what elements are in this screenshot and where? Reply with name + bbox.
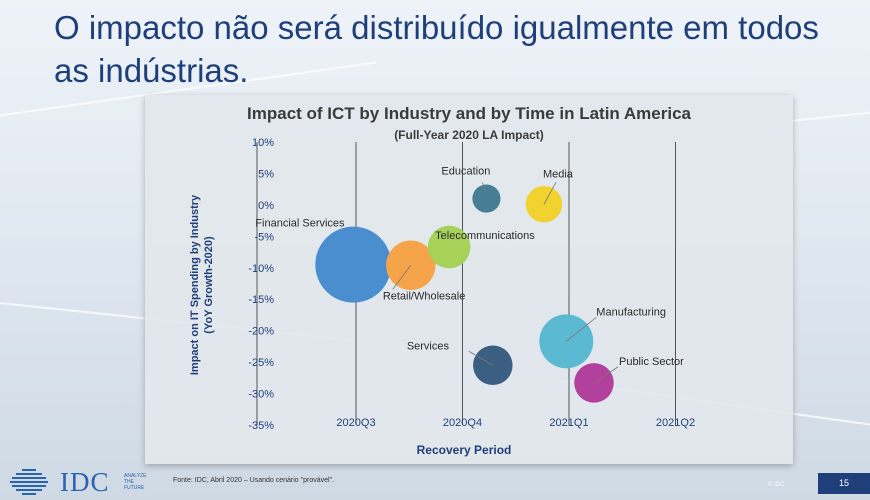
- idc-logo-text: IDC: [60, 467, 110, 497]
- tagline-line: FUTURE: [124, 485, 145, 491]
- y-tick-label: -20%: [248, 326, 274, 338]
- y-tick-label: 10%: [252, 137, 274, 149]
- y-tick-label: -5%: [254, 231, 274, 243]
- idc-globe-icon: [10, 469, 48, 495]
- tagline-line: THE: [124, 479, 134, 485]
- y-tick-label: -15%: [248, 294, 274, 306]
- x-tick-label: 2021Q2: [656, 417, 695, 429]
- copyright: © IDC: [768, 482, 785, 488]
- y-tick-label: -35%: [248, 420, 274, 432]
- source-note: Fonte: IDC, Abril 2020 – Usando cenário …: [173, 477, 334, 484]
- bubble-leader-line: [593, 366, 619, 384]
- bubble-leader-line: [392, 265, 412, 290]
- x-tick-label: 2021Q1: [549, 417, 588, 429]
- idc-logo: IDC ANALYZE THE FUTURE: [6, 467, 146, 497]
- y-axis-title-line: Impact on IT Spending by Industry: [189, 194, 201, 375]
- y-axis-title-line: (YoY Growth-2020): [203, 236, 215, 334]
- x-axis-title: Recovery Period: [417, 443, 512, 457]
- bubble-label: Manufacturing: [596, 306, 666, 318]
- y-tick-label: -30%: [248, 389, 274, 401]
- slide-title: O impacto não será distribuído igualment…: [54, 9, 819, 89]
- bubble-leader-line: [468, 350, 494, 366]
- y-tick-label: 0%: [258, 200, 274, 212]
- y-tick-label: -25%: [248, 357, 274, 369]
- bubble-label: Telecommunications: [435, 230, 535, 242]
- bubble-chart: 2020Q3 2020Q4 2021Q1 2021Q2 10% 5% 0% -5% -10% -1…: [189, 137, 695, 457]
- chart-title: Impact of ICT by Industry and by Time in…: [247, 104, 691, 123]
- bubble: [315, 226, 392, 303]
- bubble-label: Public Sector: [619, 356, 684, 368]
- bubble-leader-line: [482, 182, 487, 193]
- bubble: [539, 314, 594, 369]
- x-tick-label: 2020Q4: [443, 417, 482, 429]
- bubble-label: Services: [407, 340, 450, 352]
- bubble-leader-line: [543, 182, 557, 205]
- idc-tagline: ANALYZE THE FUTURE: [124, 473, 164, 491]
- chart-subtitle: (Full-Year 2020 LA Impact): [394, 128, 544, 142]
- page-number: 15: [818, 473, 870, 494]
- bubble-label: Financial Services: [255, 218, 345, 230]
- x-tick-label: 2020Q3: [336, 417, 375, 429]
- y-tick-label: 5%: [258, 168, 274, 180]
- bubble-leader-line: [566, 317, 597, 342]
- tagline-line: ANALYZE: [124, 473, 147, 479]
- bubble-label: Retail/Wholesale: [383, 290, 466, 302]
- y-axis-title: Impact on IT Spending by Industry (YoY Gr…: [189, 194, 215, 375]
- bubble: [386, 240, 436, 290]
- bubble-chart-panel: Impact of ICT by Industry and by Time in…: [145, 95, 793, 464]
- y-tick-label: -10%: [248, 263, 274, 275]
- bubble: [427, 225, 471, 269]
- bubble: [472, 184, 501, 213]
- footer: IDC ANALYZE THE FUTURE Fonte: IDC, Abril…: [0, 463, 870, 500]
- bubble-label: Education: [441, 166, 490, 178]
- bubble-label: Media: [543, 168, 574, 180]
